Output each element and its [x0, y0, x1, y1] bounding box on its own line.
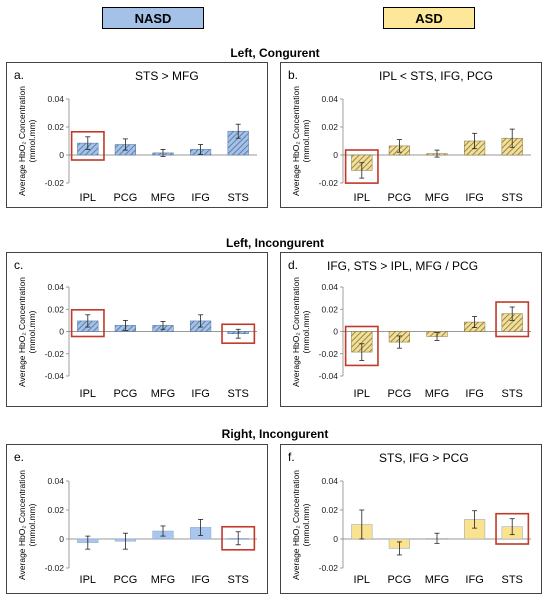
x-tick-label-sts: STS: [227, 388, 248, 400]
legend-asd-label: ASD: [415, 10, 443, 26]
y-tick-label: 0.04: [321, 476, 338, 486]
chart-svg: 0.04 0.02 0 -0.02 IPL PCG MFG IFG STS: [45, 476, 257, 586]
x-tick-label-pcg: PCG: [113, 192, 137, 204]
y-tick-label: -0.02: [319, 349, 339, 359]
highlight-box-sts: [221, 323, 256, 344]
y-tick-label: 0.04: [47, 476, 64, 486]
x-tick-label-ifg: IFG: [465, 192, 483, 204]
y-axis-title: Average HbO₂ Concentration (mmol.mm): [291, 86, 311, 196]
panel-label: c.: [14, 258, 24, 272]
y-tick-label: 0.02: [321, 304, 338, 314]
x-tick-label-ifg: IFG: [191, 574, 209, 586]
highlight-box-ipl: [70, 309, 105, 338]
x-tick-label-sts: STS: [501, 574, 522, 586]
y-axis-title: Average HbO₂ Concentration (mmol.mm): [291, 469, 311, 580]
y-tick-label: -0.04: [45, 371, 65, 381]
chart-panel-e: e. 0.04 0.02 0 -0.02 IPL PCG MFG IFG STS Average …: [6, 444, 268, 594]
chart-svg: 0.04 0.02 0 -0.02 -0.04 IPL PCG MFG IFG STS: [45, 282, 257, 400]
x-tick-label-mfg: MFG: [151, 574, 175, 586]
y-tick-label: 0.04: [321, 94, 338, 104]
panel-title: IPL < STS, IFG, PCG: [379, 69, 493, 83]
x-tick-label-mfg: MFG: [425, 192, 449, 204]
panel-label: d.: [288, 258, 299, 272]
x-tick-label-ipl: IPL: [80, 388, 97, 400]
y-tick-label: 0.04: [47, 282, 64, 292]
highlight-box-sts: [221, 525, 256, 551]
y-axis-title: Average HbO₂ Concentration (mmol.mm): [17, 469, 37, 580]
legend-nasd-label: NASD: [134, 10, 172, 26]
y-axis-title: Average HbO₂ Concentration (mmol.mm): [17, 86, 37, 196]
x-tick-label-mfg: MFG: [425, 388, 449, 400]
y-tick-label: 0.04: [47, 94, 64, 104]
highlight-box-sts: [495, 301, 530, 338]
chart-panel-f: f. STS, IFG > PCG 0.04 0.02 0 -0.02 IPL PCG MF…: [280, 444, 542, 594]
x-tick-label-sts: STS: [501, 192, 522, 204]
x-tick-label-pcg: PCG: [387, 388, 411, 400]
y-tick-label: 0: [333, 150, 338, 160]
section-title-left-incongruent: Left, Incongurent: [226, 236, 324, 250]
highlight-box-ipl: [344, 149, 379, 184]
x-tick-label-pcg: PCG: [387, 574, 411, 586]
chart-svg: 0.04 0.02 0 -0.02 -0.04 IPL PCG MFG IFG STS: [319, 282, 531, 400]
highlight-box-sts: [495, 512, 530, 545]
y-axis-title: Average HbO₂ Concentration (mmol.mm): [291, 276, 311, 387]
chart-panel-b: b. IPL < STS, IFG, PCG 0.04 0.02 0 -0.02 IPL…: [280, 62, 542, 208]
section-title-right-incongruent: Right, Incongurent: [221, 427, 329, 441]
x-tick-label-ipl: IPL: [354, 574, 371, 586]
x-tick-label-pcg: PCG: [113, 388, 137, 400]
y-tick-label: -0.02: [319, 563, 339, 573]
x-tick-label-ifg: IFG: [191, 388, 209, 400]
y-tick-label: 0.02: [321, 122, 338, 132]
panel-label: a.: [14, 68, 25, 82]
x-tick-label-ifg: IFG: [191, 192, 209, 204]
y-tick-label: 0: [59, 534, 64, 544]
y-tick-label: 0.02: [321, 505, 338, 515]
x-tick-label-sts: STS: [227, 574, 248, 586]
y-tick-label: 0.04: [321, 282, 338, 292]
chart-svg: 0.04 0.02 0 -0.02 IPL PCG MFG IFG STS: [45, 94, 257, 204]
y-tick-label: 0: [59, 150, 64, 160]
y-tick-label: -0.02: [45, 563, 65, 573]
y-tick-label: 0: [333, 327, 338, 337]
x-tick-label-sts: STS: [501, 388, 522, 400]
legend-asd: ASD: [383, 7, 475, 29]
chart-svg: 0.04 0.02 0 -0.02 IPL PCG MFG IFG STS: [319, 476, 531, 586]
y-tick-label: -0.02: [319, 178, 339, 188]
x-tick-label-ifg: IFG: [465, 388, 483, 400]
legend-nasd: NASD: [102, 7, 204, 29]
y-tick-label: 0: [333, 534, 338, 544]
x-tick-label-ipl: IPL: [80, 574, 97, 586]
panel-title: STS > MFG: [135, 69, 199, 83]
x-tick-label-mfg: MFG: [151, 388, 175, 400]
highlight-box-ipl: [344, 325, 379, 367]
panel-label: b.: [288, 68, 299, 82]
y-tick-label: 0: [59, 327, 64, 337]
y-tick-label: -0.04: [319, 371, 339, 381]
section-title-left-congruent: Left, Congurent: [230, 46, 320, 60]
y-tick-label: -0.02: [45, 349, 65, 359]
x-tick-label-ipl: IPL: [354, 192, 371, 204]
y-axis-title: Average HbO₂ Concentration (mmol.mm): [17, 276, 37, 387]
y-tick-label: 0.02: [47, 122, 64, 132]
panel-title: IFG, STS > IPL, MFG / PCG: [327, 259, 479, 273]
x-tick-label-ipl: IPL: [80, 192, 97, 204]
x-tick-label-pcg: PCG: [387, 192, 411, 204]
chart-panel-c: c. 0.04 0.02 0 -0.02 -0.04 IPL PCG MFG IFG STS Ave…: [6, 252, 268, 407]
highlight-box-ipl: [70, 131, 105, 161]
panel-label: e.: [14, 450, 25, 464]
chart-panel-d: d. IFG, STS > IPL, MFG / PCG 0.04 0.02 0 -0…: [280, 252, 542, 407]
y-tick-label: 0.02: [47, 304, 64, 314]
x-tick-label-mfg: MFG: [425, 574, 449, 586]
x-tick-label-ifg: IFG: [465, 574, 483, 586]
x-tick-label-pcg: PCG: [113, 574, 137, 586]
y-tick-label: 0.02: [47, 505, 64, 515]
panel-label: f.: [288, 450, 295, 464]
panel-title: STS, IFG > PCG: [379, 451, 469, 465]
x-tick-label-ipl: IPL: [354, 388, 371, 400]
chart-svg: 0.04 0.02 0 -0.02 IPL PCG MFG IFG STS: [319, 94, 531, 204]
x-tick-label-mfg: MFG: [151, 192, 175, 204]
y-tick-label: -0.02: [45, 178, 65, 188]
x-tick-label-sts: STS: [227, 192, 248, 204]
chart-panel-a: a. STS > MFG 0.04 0.02 0 -0.02 IPL PCG MFG IFG S…: [6, 62, 268, 208]
